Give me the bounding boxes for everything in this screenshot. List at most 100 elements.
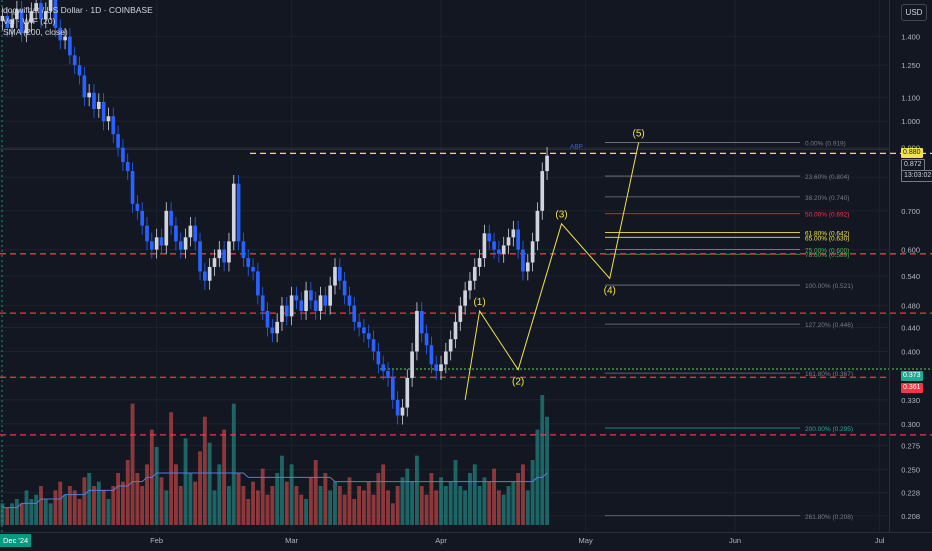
candle-body xyxy=(183,237,188,250)
fib-level-label: 200.00% (0.295) xyxy=(805,426,853,433)
candle-body xyxy=(511,229,516,238)
candle-body xyxy=(472,266,477,281)
candle-body xyxy=(34,3,38,12)
volume-bar xyxy=(280,455,284,525)
symbol-title[interactable]: dogwifhat / US Dollar · 1D · COINBASE xyxy=(3,5,153,15)
volume-bar xyxy=(14,499,19,525)
volume-indicator-label[interactable]: Vol · WIF (20) xyxy=(3,16,56,26)
volume-bar xyxy=(116,473,121,525)
currency-button[interactable]: USD xyxy=(901,4,927,21)
candle-body xyxy=(318,295,323,311)
candlesticks xyxy=(0,0,549,425)
candle-body xyxy=(159,237,164,246)
horizontal-levels: ABP xyxy=(0,143,932,436)
chart-legend: dogwifhat / US Dollar · 1D · COINBASE Vo… xyxy=(3,5,153,38)
candle-body xyxy=(448,339,453,352)
volume-bar xyxy=(439,477,443,525)
candle-body xyxy=(400,407,405,416)
volume-bar xyxy=(174,464,178,525)
candle-body xyxy=(256,271,260,296)
candle-body xyxy=(458,305,463,322)
candle-body xyxy=(313,300,318,311)
candle-body xyxy=(164,210,169,246)
price-tick-label: 1.250 xyxy=(901,61,920,70)
time-axis[interactable] xyxy=(0,532,932,551)
sma-indicator-label[interactable]: SMA (200, close) xyxy=(3,27,68,37)
volume-bar xyxy=(337,486,342,525)
candle-body xyxy=(357,321,361,328)
candle-body xyxy=(453,321,458,340)
candle-body xyxy=(328,285,333,306)
candle-body xyxy=(5,16,10,28)
candle-body xyxy=(246,258,251,267)
volume-bar xyxy=(101,490,106,525)
candle-body xyxy=(82,75,87,98)
wave-label: (4) xyxy=(604,285,616,296)
volume-bar xyxy=(169,412,174,525)
start-date-badge: Dec '24 xyxy=(0,534,32,547)
volume-bar xyxy=(386,490,390,525)
price-tick-label: 0.440 xyxy=(901,324,920,333)
volume-bar xyxy=(516,473,521,525)
candle-body xyxy=(227,241,231,263)
price-tick-label: 0.540 xyxy=(901,272,920,281)
volume-bar xyxy=(390,503,395,525)
volume-bar xyxy=(241,486,246,525)
candle-body xyxy=(63,36,67,41)
candle-body xyxy=(203,271,207,281)
candle-body xyxy=(251,266,255,272)
candle-body xyxy=(207,266,212,281)
candle-body xyxy=(87,92,92,98)
candle-body xyxy=(53,0,58,28)
candle-body xyxy=(111,116,116,135)
fib-level-label: 0.00% (0.919) xyxy=(805,140,846,147)
candle-body xyxy=(77,65,82,76)
volume-bar xyxy=(10,503,14,525)
price-axis[interactable] xyxy=(889,0,932,532)
candle-body xyxy=(280,305,284,322)
volume-bar xyxy=(212,490,217,525)
volume-bar xyxy=(72,490,77,525)
candle-body xyxy=(342,280,347,296)
volume-bar xyxy=(63,494,67,525)
candle-body xyxy=(521,249,525,272)
fib-level-label: 65.00% (0.630) xyxy=(805,235,849,242)
volume-bar xyxy=(472,464,477,525)
fib-level-label: 23.60% (0.804) xyxy=(805,174,849,181)
volume-bar xyxy=(130,403,135,525)
volume-bar xyxy=(352,499,357,525)
candle-body xyxy=(540,171,545,211)
candle-body xyxy=(487,233,492,242)
wave-label: (5) xyxy=(633,128,645,139)
volume-bar xyxy=(24,490,29,525)
volume-bar xyxy=(506,486,511,525)
candle-body xyxy=(217,249,222,259)
volume-bar xyxy=(496,490,501,525)
candle-body xyxy=(39,3,43,20)
candle-body xyxy=(15,9,19,20)
candle-body xyxy=(96,101,101,109)
candle-body xyxy=(188,225,193,238)
candle-body xyxy=(347,295,352,306)
candle-body xyxy=(468,280,472,291)
volume-bar xyxy=(342,494,347,525)
candle-body xyxy=(101,101,106,122)
candle-body xyxy=(116,134,120,148)
candle-body xyxy=(371,339,376,352)
volume-bar xyxy=(265,494,270,525)
candle-body xyxy=(535,210,540,242)
volume-bar xyxy=(58,481,63,525)
time-tick-label: Apr xyxy=(435,536,447,545)
candle-body xyxy=(130,171,135,204)
volume-bar xyxy=(178,486,183,525)
countdown-tag: 13:03:02 xyxy=(901,170,932,182)
candle-body xyxy=(294,295,299,301)
candle-body xyxy=(68,36,72,56)
level-label: ABP xyxy=(570,143,583,150)
candle-body xyxy=(174,225,178,242)
candle-body xyxy=(492,241,496,250)
volume-bar xyxy=(434,490,439,525)
fib-level-label: 261.80% (0.208) xyxy=(805,514,853,521)
candle-body xyxy=(149,241,154,250)
